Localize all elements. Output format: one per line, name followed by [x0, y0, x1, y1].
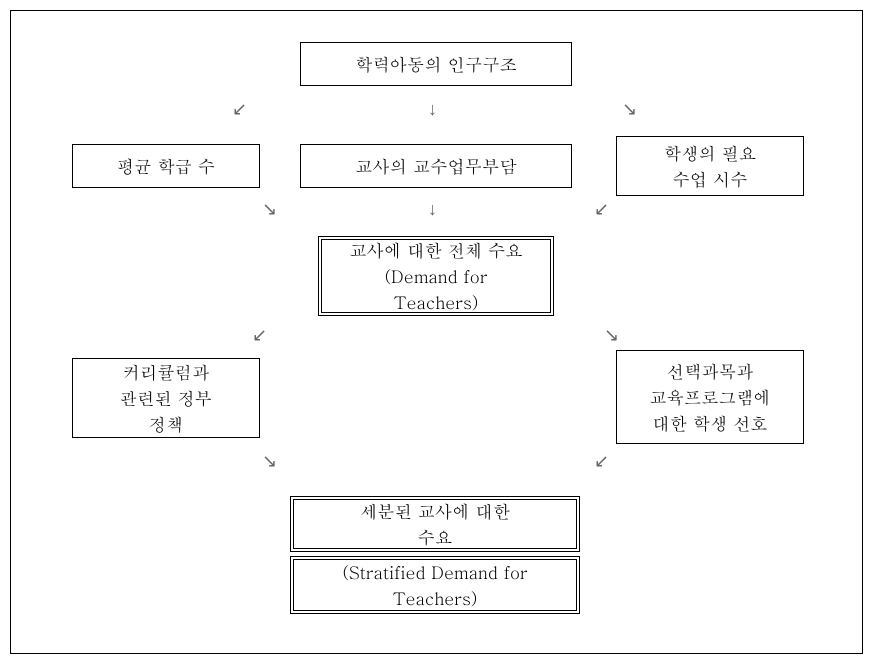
arrow-2: ↘ [622, 100, 637, 118]
node-stratified-b: (Stratified Demand forTeachers) [290, 556, 580, 614]
node-demand: 교사에 대한 전체 수요(Demand forTeachers) [318, 236, 554, 316]
arrow-3: ↘ [262, 200, 277, 218]
node-right-upper-label: 학생의 필요수업 시수 [664, 140, 756, 192]
arrow-0: ↙ [232, 100, 247, 118]
node-right-upper: 학생의 필요수업 시수 [616, 136, 804, 196]
node-top-label: 학력아동의 인구구조 [355, 51, 517, 77]
node-mid-label: 교사의 교수업무부담 [355, 153, 517, 179]
arrow-5: ↙ [594, 200, 609, 218]
arrow-1: ↓ [428, 100, 437, 118]
arrow-4: ↓ [428, 200, 437, 218]
node-demand-label: 교사에 대한 전체 수요(Demand forTeachers) [349, 237, 522, 315]
node-stratified-b-label: (Stratified Demand forTeachers) [342, 559, 527, 611]
node-stratified-a: 세분된 교사에 대한수요 [290, 496, 580, 552]
node-stratified-a-label: 세분된 교사에 대한수요 [360, 498, 510, 550]
arrow-7: ↘ [604, 326, 619, 344]
node-left-upper-label: 평균 학급 수 [117, 153, 215, 179]
node-mid: 교사의 교수업무부담 [300, 144, 572, 188]
node-right-lower: 선택과목과교육프로그램에대한 학생 선호 [616, 350, 804, 444]
node-top: 학력아동의 인구구조 [300, 42, 572, 86]
node-right-lower-label: 선택과목과교육프로그램에대한 학생 선호 [649, 358, 770, 436]
arrow-8: ↘ [262, 452, 277, 470]
node-left-upper: 평균 학급 수 [72, 144, 260, 188]
node-left-lower: 커리큘럼과관련된 정부정책 [72, 358, 260, 438]
arrow-9: ↙ [594, 452, 609, 470]
node-left-lower-label: 커리큘럼과관련된 정부정책 [120, 359, 212, 437]
arrow-6: ↙ [252, 326, 267, 344]
